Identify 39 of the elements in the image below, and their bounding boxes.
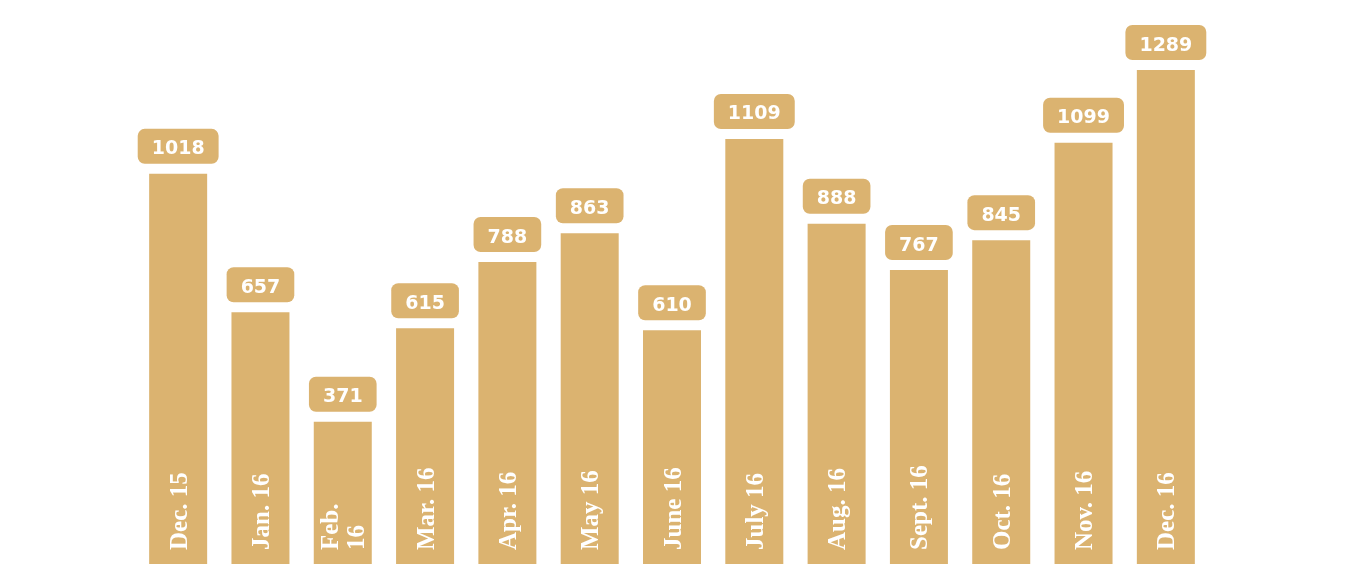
x-tick-label: Mar. 16 bbox=[411, 467, 439, 550]
bar bbox=[643, 330, 701, 564]
bar bbox=[478, 262, 537, 564]
data-label: 657 bbox=[240, 274, 281, 297]
data-label: 615 bbox=[405, 290, 445, 313]
x-tick-label: Oct. 16 bbox=[987, 473, 1015, 550]
x-tick-label: Aug. 16 bbox=[823, 468, 851, 550]
data-label: 767 bbox=[899, 232, 939, 255]
x-tick-label: Nov. 16 bbox=[1070, 470, 1098, 550]
x-tick-label: July 16 bbox=[740, 472, 768, 550]
data-label: 1289 bbox=[1139, 32, 1193, 55]
bar bbox=[725, 138, 784, 564]
bar bbox=[396, 328, 455, 564]
x-tick-label: Sept. 16 bbox=[905, 465, 933, 550]
data-label: 1099 bbox=[1057, 105, 1110, 128]
data-label: 1018 bbox=[151, 136, 205, 159]
x-tick-label: May 16 bbox=[576, 470, 604, 550]
data-label: 845 bbox=[981, 202, 1022, 225]
bar bbox=[972, 240, 1031, 564]
x-tick-label: Dec. 16 bbox=[1152, 472, 1180, 550]
x-tick-label: Apr. 16 bbox=[493, 471, 521, 550]
data-label: 788 bbox=[487, 224, 528, 247]
data-label: 371 bbox=[322, 384, 363, 407]
bar bbox=[1136, 70, 1195, 564]
data-label: 888 bbox=[816, 186, 857, 209]
x-tick-label: Jan. 16 bbox=[246, 473, 274, 550]
data-label: 1109 bbox=[727, 101, 781, 124]
bar bbox=[1054, 142, 1113, 564]
bar bbox=[149, 173, 208, 564]
bar bbox=[313, 421, 372, 564]
bar bbox=[889, 270, 948, 564]
bar bbox=[560, 233, 619, 564]
x-tick-label: Dec. 15 bbox=[164, 472, 192, 550]
bar bbox=[231, 312, 290, 564]
data-label: 610 bbox=[652, 292, 692, 315]
x-tick-label: June 16 bbox=[658, 467, 686, 550]
x-tick-label: Feb. 16 bbox=[316, 503, 370, 550]
bar bbox=[807, 223, 866, 564]
data-label: 863 bbox=[569, 195, 610, 218]
